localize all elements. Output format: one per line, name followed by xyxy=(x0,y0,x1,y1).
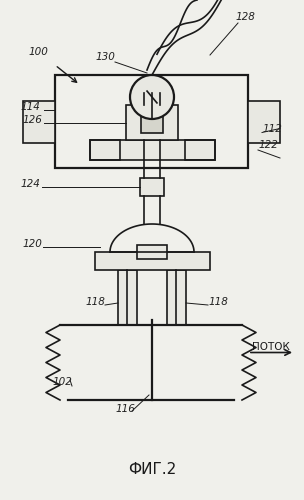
Bar xyxy=(185,140,215,160)
Text: ПОТОК: ПОТОК xyxy=(252,342,290,351)
Bar xyxy=(248,100,280,142)
Text: 112: 112 xyxy=(262,124,282,134)
Text: 126: 126 xyxy=(22,115,42,125)
Bar xyxy=(141,112,163,133)
Bar xyxy=(55,75,248,168)
Bar xyxy=(140,178,164,196)
Text: 102: 102 xyxy=(52,377,72,387)
Bar xyxy=(95,252,210,270)
Bar xyxy=(23,100,55,142)
Bar xyxy=(167,270,186,325)
Bar xyxy=(126,105,178,140)
Text: 128: 128 xyxy=(235,12,255,22)
Bar xyxy=(118,270,137,325)
Text: 118: 118 xyxy=(85,297,105,307)
Text: 122: 122 xyxy=(258,140,278,150)
Bar xyxy=(137,245,167,259)
Text: 100: 100 xyxy=(28,47,48,57)
Bar xyxy=(90,140,215,160)
Circle shape xyxy=(130,75,174,119)
Text: 116: 116 xyxy=(115,404,135,414)
Text: 124: 124 xyxy=(20,179,40,189)
Text: 114: 114 xyxy=(20,102,40,112)
Text: 120: 120 xyxy=(22,239,42,249)
Text: 118: 118 xyxy=(208,297,228,307)
Bar xyxy=(90,140,120,160)
Text: 130: 130 xyxy=(95,52,115,62)
Text: ФИГ.2: ФИГ.2 xyxy=(128,462,176,477)
